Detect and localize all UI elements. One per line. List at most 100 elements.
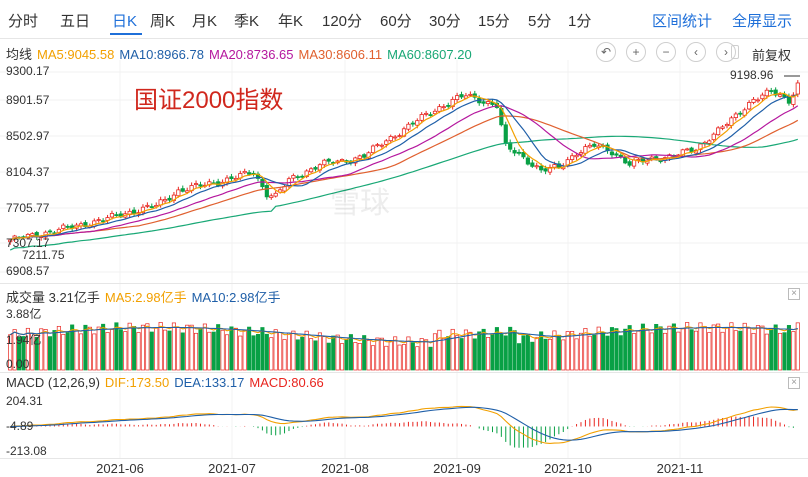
- zoom-in-icon[interactable]: +: [626, 42, 646, 62]
- tab-12[interactable]: 1分: [568, 13, 592, 30]
- volume-bar-10: [52, 330, 57, 371]
- candle-body-123: [552, 164, 557, 168]
- volume-bar-130: [583, 328, 588, 371]
- volume-axis-bottom: 0.00: [6, 357, 30, 371]
- close-macd-icon[interactable]: ×: [788, 377, 800, 389]
- close-volume-icon[interactable]: ×: [788, 288, 800, 300]
- candle-body-98: [441, 106, 446, 109]
- volume-bar-142: [636, 330, 641, 371]
- volume-bar-144: [645, 329, 650, 371]
- candle-body-30: [140, 206, 146, 214]
- candle-body-95: [428, 114, 433, 116]
- volume-bar-55: [251, 335, 256, 371]
- tab-7[interactable]: 120分: [322, 13, 363, 30]
- volume-bar-143: [640, 323, 645, 371]
- candle-body-168: [751, 98, 756, 103]
- volume-bar-99: [446, 336, 451, 371]
- tab-4[interactable]: 月K: [192, 13, 218, 30]
- volume-bar-177: [791, 331, 796, 371]
- volume-bar-170: [760, 325, 765, 371]
- volume-bar-4: [25, 327, 30, 371]
- candle-body-50: [229, 176, 234, 180]
- volume-bar-150: [671, 323, 676, 371]
- volume-bar-45: [207, 331, 212, 371]
- volume-bar-115: [517, 343, 522, 371]
- volume-bar-131: [587, 335, 592, 371]
- volume-bar-33: [154, 327, 159, 371]
- candle-body-130: [583, 146, 588, 154]
- candle-body-114: [512, 150, 517, 154]
- chevron-right-icon[interactable]: ›: [716, 42, 736, 62]
- tab-6[interactable]: 年K: [278, 13, 304, 30]
- volume-bar-97: [437, 329, 442, 371]
- volume-bar-124: [556, 334, 561, 371]
- candle-body-164: [733, 113, 738, 119]
- fullscreen-link[interactable]: 全屏显示: [732, 13, 793, 30]
- macd-legend: MACD (12,26,9) DIF:173.50 DEA:133.17 MACD:8…: [6, 375, 329, 390]
- volume-bar-168: [751, 332, 756, 371]
- zoom-out-icon[interactable]: −: [656, 42, 676, 62]
- tab-1[interactable]: 五日: [60, 13, 91, 30]
- adjust-toggle-icon[interactable]: [731, 45, 739, 59]
- tab-0[interactable]: 分时: [8, 13, 39, 30]
- tab-2[interactable]: 日K: [112, 13, 138, 30]
- candle-body-12: [61, 224, 66, 229]
- volume-bar-121: [543, 338, 548, 371]
- volume-axis-mid: 1.94亿: [6, 333, 42, 347]
- tab-10[interactable]: 15分: [478, 13, 510, 30]
- chevron-left-icon[interactable]: ‹: [686, 42, 706, 62]
- volume-bar-117: [525, 333, 530, 371]
- tab-3[interactable]: 周K: [150, 13, 176, 30]
- volume-bar-78: [353, 342, 358, 371]
- price-axis-label-3: 8104.37: [6, 165, 50, 179]
- volume-bar-160: [716, 323, 721, 371]
- volume-bar-135: [605, 335, 610, 371]
- volume-bar-95: [428, 346, 433, 371]
- volume-bar-67: [304, 330, 309, 371]
- volume-bar-167: [747, 327, 752, 371]
- tab-8[interactable]: 60分: [380, 13, 412, 30]
- volume-bar-71: [322, 336, 327, 371]
- candle-body-174: [778, 94, 783, 97]
- candle-body-42: [193, 183, 199, 186]
- volume-bar-88: [397, 344, 402, 371]
- price-high-marker: 9198.96: [730, 68, 774, 82]
- candle-body-128: [574, 154, 579, 158]
- candle-body-97: [437, 106, 442, 112]
- period-tab-bar: 分时 五日 日K 周K 月K 季K 年K 120分 60分 30分 15分 5分 1分 区间统计 全屏显示: [0, 0, 808, 40]
- volume-bar-47: [216, 324, 221, 371]
- candle-body-169: [755, 99, 761, 102]
- candle-body-161: [720, 126, 725, 129]
- candle-body-140: [627, 161, 632, 166]
- volume-bar-54: [247, 326, 252, 371]
- candle-body-58: [264, 185, 269, 198]
- tab-5[interactable]: 季K: [234, 13, 260, 30]
- volume-bar-31: [145, 323, 150, 371]
- volume-bar-15: [74, 330, 79, 371]
- undo-icon[interactable]: ↶: [596, 42, 616, 62]
- volume-bar-178: [795, 322, 800, 371]
- volume-bar-26: [123, 331, 128, 371]
- candle-body-57: [260, 178, 265, 188]
- tab-11[interactable]: 5分: [528, 13, 552, 30]
- volume-bar-35: [163, 329, 168, 371]
- candle-body-96: [432, 110, 438, 115]
- macd-legend-item-3: MACD:80.66: [249, 375, 324, 390]
- volume-bar-123: [552, 330, 557, 371]
- range-stats-link[interactable]: 区间统计: [652, 13, 713, 30]
- volume-bar-174: [778, 332, 783, 371]
- volume-bar-1: [12, 329, 17, 371]
- candle-body-93: [419, 114, 424, 121]
- volume-bar-147: [658, 326, 663, 371]
- candle-body-20: [96, 219, 101, 221]
- tab-9[interactable]: 30分: [429, 13, 461, 30]
- adjust-mode-label[interactable]: 前复权: [752, 48, 792, 63]
- date-label-4: 2021-10: [544, 461, 592, 476]
- volume-bar-154: [689, 329, 694, 371]
- volume-bar-145: [649, 332, 654, 371]
- volume-bar-79: [357, 343, 362, 371]
- volume-bar-112: [503, 335, 508, 371]
- candle-body-24: [114, 214, 119, 217]
- volume-bar-116: [521, 335, 526, 371]
